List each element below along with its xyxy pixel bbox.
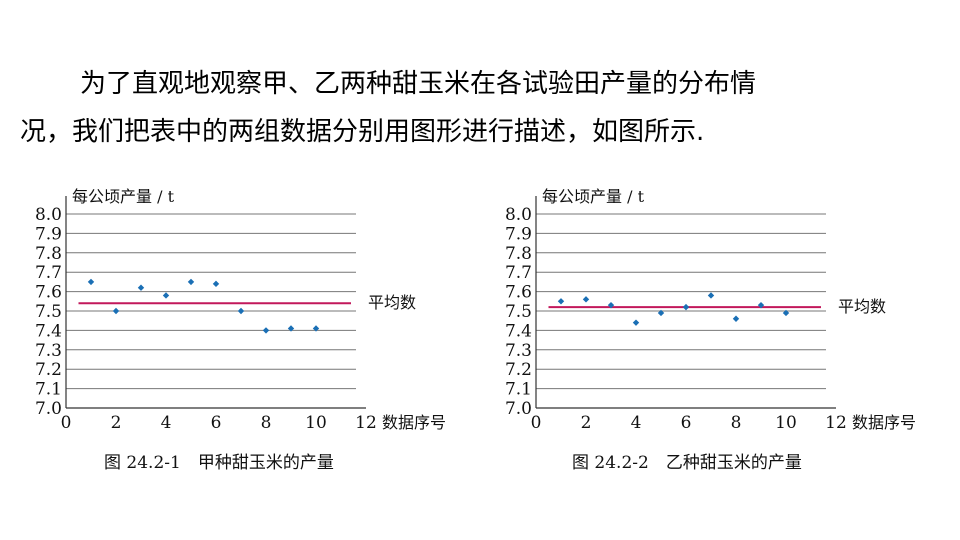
y-tick-label: 7.5 xyxy=(505,302,532,322)
mean-label: 平均数 xyxy=(838,297,886,316)
y-tick-label: 7.9 xyxy=(35,224,62,244)
data-point xyxy=(632,319,640,326)
y-tick-label: 7.8 xyxy=(505,244,532,264)
y-tick-label: 7.1 xyxy=(35,380,62,400)
x-tick-label: 10 xyxy=(775,413,797,433)
y-tick-label: 7.9 xyxy=(505,224,532,244)
data-point xyxy=(707,292,715,299)
x-tick-label: 2 xyxy=(111,413,122,433)
data-point xyxy=(262,327,270,334)
intro-paragraph: 为了直观地观察甲、乙两种甜玉米在各试验田产量的分布情 况，我们把表中的两组数据分… xyxy=(20,60,950,156)
y-tick-label: 7.2 xyxy=(505,360,532,380)
y-tick-label: 8.0 xyxy=(35,205,62,225)
data-point xyxy=(582,296,590,303)
figure-caption-2: 图 24.2-2 乙种甜玉米的产量 xyxy=(572,453,802,473)
x-tick-label: 0 xyxy=(531,413,542,433)
y-tick-label: 7.6 xyxy=(505,283,532,303)
data-point xyxy=(287,325,295,332)
data-point xyxy=(112,307,120,315)
x-tick-label: 8 xyxy=(261,413,272,433)
x-tick-label: 8 xyxy=(731,413,742,433)
y-axis-title: 每公顷产量 / t xyxy=(72,187,175,206)
data-point xyxy=(557,298,565,305)
y-tick-label: 7.4 xyxy=(505,321,532,341)
y-tick-label: 7.0 xyxy=(35,399,62,419)
x-tick-label: 10 xyxy=(305,413,327,433)
y-axis-title: 每公顷产量 / t xyxy=(542,187,645,206)
y-tick-label: 7.0 xyxy=(505,399,532,419)
data-point xyxy=(732,315,740,322)
y-tick-label: 7.7 xyxy=(505,263,532,283)
y-tick-label: 7.3 xyxy=(505,341,532,361)
x-tick-label: 12 xyxy=(825,413,847,433)
x-tick-label: 4 xyxy=(161,413,172,433)
y-tick-label: 8.0 xyxy=(505,205,532,225)
x-tick-label: 6 xyxy=(211,413,222,433)
paragraph-line-2: 况，我们把表中的两组数据分别用图形进行描述，如图所示. xyxy=(20,117,705,147)
y-tick-label: 7.1 xyxy=(505,380,532,400)
data-point xyxy=(312,325,320,332)
y-tick-label: 7.3 xyxy=(35,341,62,361)
mean-label: 平均数 xyxy=(368,293,416,312)
data-point xyxy=(757,301,765,309)
data-point xyxy=(782,309,790,317)
x-tick-label: 2 xyxy=(581,413,592,433)
paragraph-line-1: 为了直观地观察甲、乙两种甜玉米在各试验田产量的分布情 xyxy=(80,69,757,99)
data-point xyxy=(87,278,95,286)
y-tick-label: 7.6 xyxy=(35,283,62,303)
x-tick-label: 12 xyxy=(355,413,377,433)
y-tick-label: 7.7 xyxy=(35,263,62,283)
figure-caption-1: 图 24.2-1 甲种甜玉米的产量 xyxy=(104,453,334,473)
data-point xyxy=(657,309,665,317)
data-point xyxy=(237,307,245,315)
data-point xyxy=(607,301,615,309)
x-tick-label: 0 xyxy=(61,413,72,433)
data-point xyxy=(212,280,220,288)
data-point xyxy=(187,278,195,286)
y-tick-label: 7.8 xyxy=(35,244,62,264)
y-tick-label: 7.4 xyxy=(35,321,62,341)
x-axis-title: 数据序号 xyxy=(382,413,446,432)
y-tick-label: 7.5 xyxy=(35,302,62,322)
data-point xyxy=(137,284,145,291)
x-tick-label: 6 xyxy=(681,413,692,433)
data-point xyxy=(682,303,690,311)
x-axis-title: 数据序号 xyxy=(852,413,916,432)
data-point xyxy=(162,292,170,299)
x-tick-label: 4 xyxy=(631,413,642,433)
y-tick-label: 7.2 xyxy=(35,360,62,380)
